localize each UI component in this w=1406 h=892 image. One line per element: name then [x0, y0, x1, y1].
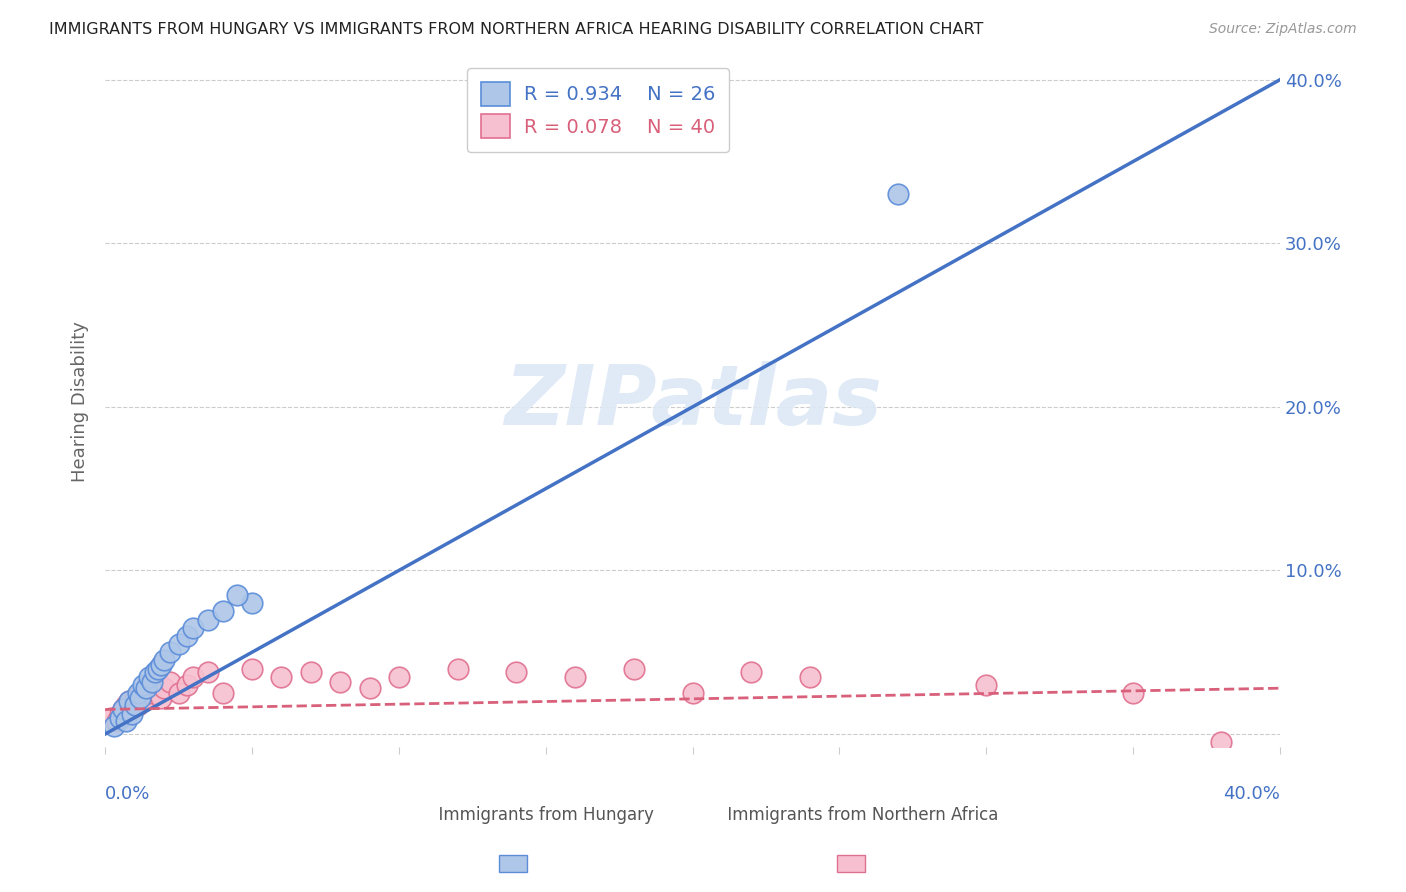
Legend: R = 0.934    N = 26, R = 0.078    N = 40: R = 0.934 N = 26, R = 0.078 N = 40 [467, 69, 728, 152]
Text: IMMIGRANTS FROM HUNGARY VS IMMIGRANTS FROM NORTHERN AFRICA HEARING DISABILITY CO: IMMIGRANTS FROM HUNGARY VS IMMIGRANTS FR… [49, 22, 984, 37]
Point [129, 686, 152, 700]
Text: Immigrants from Hungary              Immigrants from Northern Africa: Immigrants from Hungary Immigrants from … [387, 805, 998, 824]
Point [121, 702, 143, 716]
Point [159, 674, 181, 689]
Point [153, 653, 176, 667]
Point [388, 670, 411, 684]
Text: ZIPatlas: ZIPatlas [503, 360, 882, 442]
Point [132, 694, 155, 708]
Point [740, 665, 762, 679]
Point [1122, 686, 1144, 700]
Text: 0.0%: 0.0% [105, 785, 150, 803]
Point [124, 691, 146, 706]
Point [141, 681, 163, 696]
Point [108, 707, 131, 722]
Point [111, 702, 134, 716]
Point [270, 670, 292, 684]
Point [505, 665, 527, 679]
Point [183, 621, 205, 635]
Point [141, 674, 163, 689]
Point [976, 678, 998, 692]
Point [1211, 735, 1233, 749]
Point [143, 678, 166, 692]
Point [183, 670, 205, 684]
Point [299, 665, 322, 679]
Point [135, 691, 157, 706]
Point [111, 702, 134, 716]
Point [118, 694, 141, 708]
Point [159, 645, 181, 659]
Point [211, 686, 233, 700]
Point [143, 665, 166, 679]
Point [240, 662, 263, 676]
Point [447, 662, 470, 676]
Point [135, 681, 157, 696]
Point [146, 686, 169, 700]
Point [105, 714, 128, 728]
Point [150, 658, 173, 673]
Point [124, 698, 146, 712]
Point [564, 670, 586, 684]
Point [114, 698, 136, 712]
Point [121, 707, 143, 722]
Point [100, 711, 122, 725]
Point [887, 187, 910, 202]
Point [359, 681, 381, 696]
Point [682, 686, 704, 700]
Point [211, 604, 233, 618]
Point [623, 662, 645, 676]
Point [240, 596, 263, 610]
Point [132, 678, 155, 692]
Point [176, 629, 198, 643]
Point [129, 691, 152, 706]
Point [799, 670, 821, 684]
Point [138, 686, 160, 700]
Point [138, 670, 160, 684]
Point [167, 637, 190, 651]
Point [197, 665, 219, 679]
Point [197, 613, 219, 627]
Point [114, 714, 136, 728]
Point [150, 691, 173, 706]
Point [127, 686, 149, 700]
Point [146, 662, 169, 676]
Point [153, 681, 176, 696]
Point [103, 719, 125, 733]
Point [127, 698, 149, 712]
Point [118, 694, 141, 708]
Point [108, 711, 131, 725]
Point [329, 674, 352, 689]
Point [176, 678, 198, 692]
Y-axis label: Hearing Disability: Hearing Disability [72, 321, 89, 482]
Text: 40.0%: 40.0% [1223, 785, 1279, 803]
Point [167, 686, 190, 700]
Text: Source: ZipAtlas.com: Source: ZipAtlas.com [1209, 22, 1357, 37]
Point [226, 588, 249, 602]
